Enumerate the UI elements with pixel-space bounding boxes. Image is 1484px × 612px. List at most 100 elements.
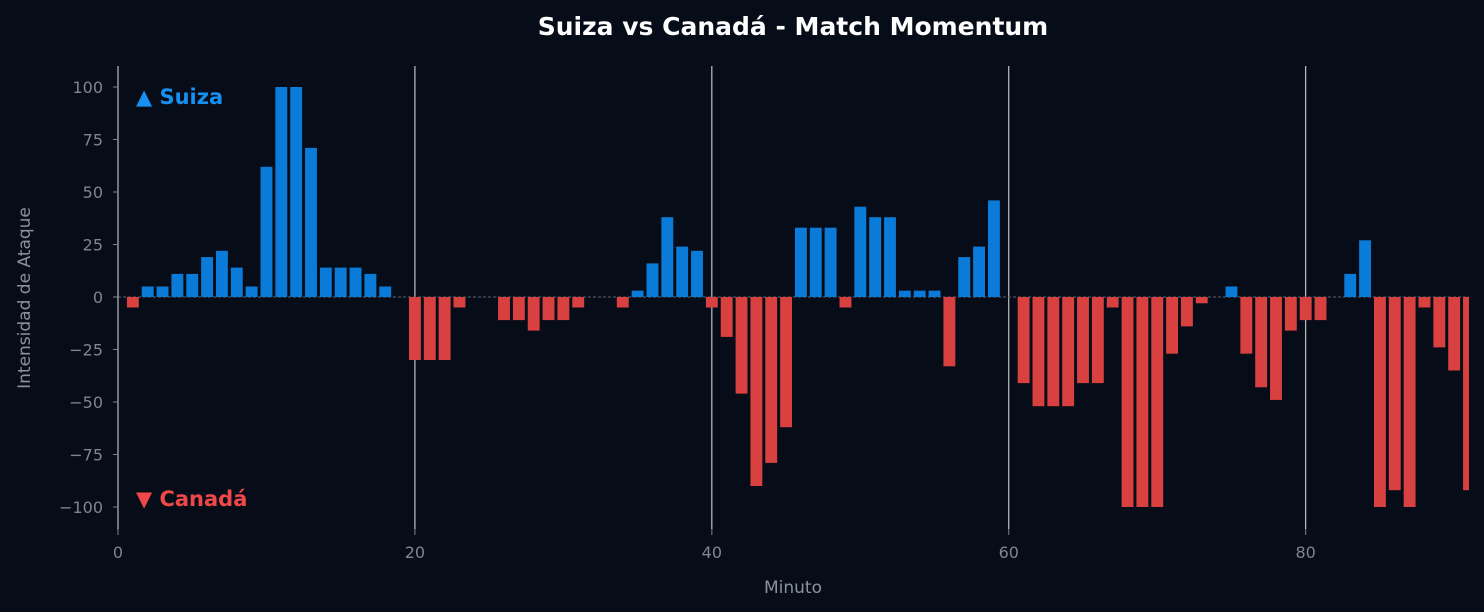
momentum-bar xyxy=(1106,297,1119,308)
x-axis-label: Minuto xyxy=(764,578,822,598)
momentum-bar xyxy=(854,206,867,297)
momentum-bar xyxy=(215,250,228,297)
momentum-bar xyxy=(1270,297,1282,400)
momentum-bar xyxy=(156,286,169,297)
x-axis-ticks: 0 20 40 60 80 xyxy=(113,530,1316,562)
momentum-bar xyxy=(943,297,956,367)
momentum-bar xyxy=(408,297,421,360)
momentum-bar xyxy=(809,227,822,297)
momentum-bar xyxy=(631,290,644,297)
y-tick-label: 50 xyxy=(83,183,103,202)
momentum-bar xyxy=(438,297,451,360)
momentum-bar xyxy=(349,267,362,297)
momentum-bar xyxy=(1284,297,1297,331)
momentum-bar xyxy=(512,297,525,321)
momentum-bar xyxy=(1418,297,1431,308)
momentum-bar xyxy=(1166,297,1179,354)
momentum-bar xyxy=(1017,297,1030,384)
momentum-bar xyxy=(616,297,629,308)
momentum-bar xyxy=(453,297,466,308)
momentum-bar xyxy=(379,286,392,297)
y-tick-label: 25 xyxy=(83,236,103,255)
momentum-bar xyxy=(735,297,748,394)
momentum-bar xyxy=(319,267,332,297)
momentum-bar xyxy=(720,297,733,337)
momentum-bars xyxy=(126,87,1469,507)
momentum-bar xyxy=(898,290,911,297)
momentum-bar xyxy=(230,267,243,297)
momentum-bar xyxy=(1373,297,1386,507)
momentum-bar xyxy=(661,217,674,297)
momentum-bar xyxy=(126,297,139,308)
momentum-bar xyxy=(1077,297,1089,384)
momentum-bar xyxy=(1299,297,1312,321)
momentum-bar xyxy=(780,297,793,428)
momentum-bar xyxy=(1359,240,1372,297)
momentum-bar xyxy=(913,290,926,297)
momentum-bar xyxy=(1180,297,1193,327)
y-tick-label: −25 xyxy=(69,341,103,360)
canada-annotation: ▼ Canadá xyxy=(136,487,247,511)
momentum-bar xyxy=(1463,297,1469,491)
suiza-annotation: ▲ Suiza xyxy=(136,85,223,109)
y-tick-label: 75 xyxy=(83,131,103,150)
momentum-bar xyxy=(557,297,570,321)
momentum-bar xyxy=(423,297,436,360)
momentum-bar xyxy=(839,297,852,308)
momentum-bar xyxy=(1062,297,1075,407)
momentum-bar xyxy=(794,227,807,297)
momentum-bar xyxy=(676,246,689,297)
y-tick-label: 0 xyxy=(93,288,103,307)
momentum-bar xyxy=(527,297,540,331)
momentum-bar xyxy=(1240,297,1253,354)
y-tick-label: −100 xyxy=(59,498,103,517)
momentum-bar xyxy=(1225,286,1238,297)
y-tick-label: −50 xyxy=(69,393,103,412)
momentum-bar xyxy=(973,246,986,297)
momentum-bar xyxy=(260,166,273,297)
momentum-bar xyxy=(987,200,1000,297)
momentum-bar xyxy=(1255,297,1268,388)
momentum-bar xyxy=(1091,297,1104,384)
momentum-bar xyxy=(186,273,199,297)
momentum-bar xyxy=(171,273,184,297)
momentum-bar xyxy=(1403,297,1416,507)
momentum-bar xyxy=(884,217,896,297)
momentum-bar xyxy=(765,297,778,463)
momentum-bar xyxy=(869,217,882,297)
y-tick-label: 100 xyxy=(72,78,103,97)
x-tick-label: 20 xyxy=(405,543,425,562)
momentum-bar xyxy=(1388,297,1401,491)
momentum-bar xyxy=(334,267,347,297)
momentum-bar xyxy=(245,286,258,297)
momentum-bar xyxy=(1136,297,1149,507)
momentum-bar xyxy=(691,250,703,297)
momentum-bar xyxy=(141,286,154,297)
y-axis-label: Intensidad de Ataque xyxy=(15,207,35,389)
momentum-bar xyxy=(275,87,288,297)
momentum-bar xyxy=(1448,297,1461,371)
momentum-bar xyxy=(364,273,377,297)
momentum-bar xyxy=(1121,297,1134,507)
chart-title: Suiza vs Canadá - Match Momentum xyxy=(538,12,1049,41)
momentum-bar xyxy=(572,297,585,308)
momentum-bar xyxy=(1195,297,1208,304)
x-tick-label: 40 xyxy=(702,543,722,562)
momentum-bar xyxy=(290,87,303,297)
momentum-bar xyxy=(1047,297,1060,407)
momentum-bar xyxy=(542,297,555,321)
momentum-bar xyxy=(201,257,214,297)
momentum-bar xyxy=(958,257,971,297)
momentum-bar xyxy=(1151,297,1164,507)
momentum-bar xyxy=(1314,297,1327,321)
momentum-bar xyxy=(305,147,317,297)
x-tick-label: 80 xyxy=(1296,543,1316,562)
momentum-bar xyxy=(1433,297,1446,348)
momentum-bar xyxy=(750,297,763,486)
momentum-bar xyxy=(705,297,718,308)
momentum-bar xyxy=(1344,273,1357,297)
momentum-bar xyxy=(1032,297,1045,407)
x-tick-label: 0 xyxy=(113,543,123,562)
y-tick-label: −75 xyxy=(69,446,103,465)
